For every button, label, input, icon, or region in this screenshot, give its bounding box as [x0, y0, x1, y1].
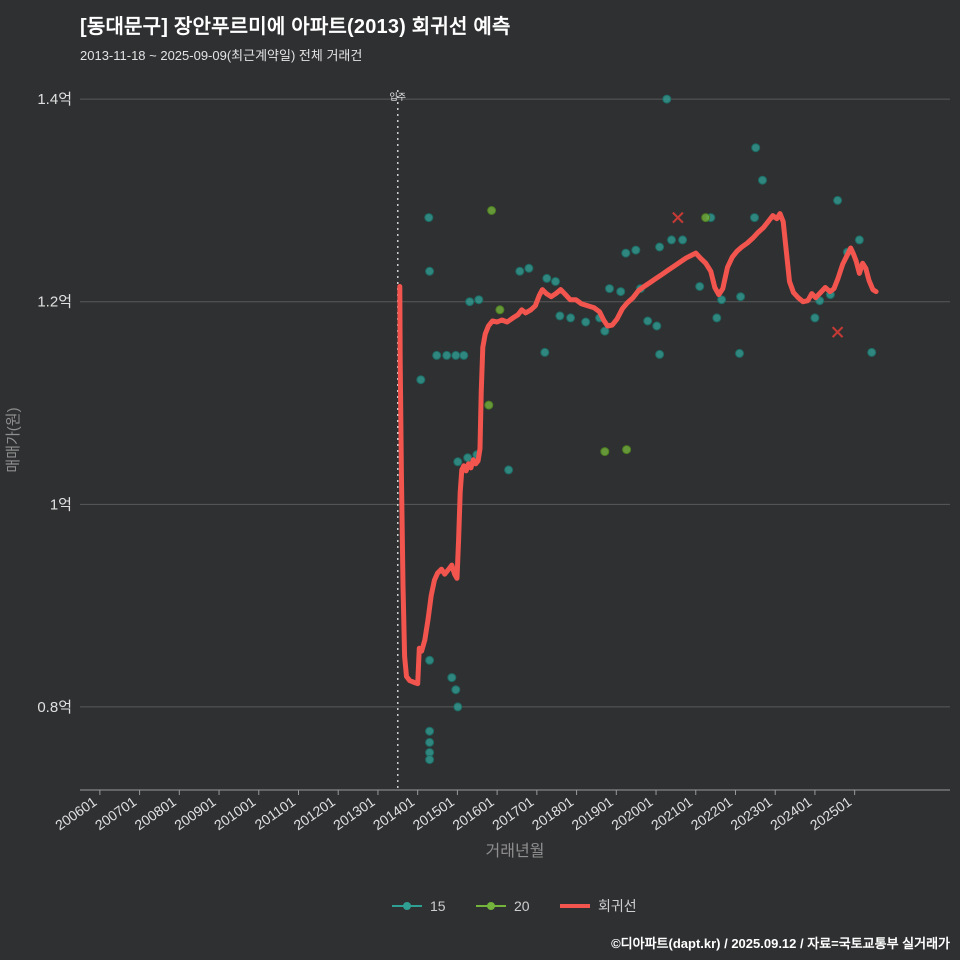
x-tick-label: 202501: [807, 793, 855, 833]
scatter-point-15: [442, 350, 452, 360]
x-tick-label: 202101: [648, 793, 696, 833]
x-tick-label: 201901: [569, 793, 617, 833]
x-tick-label: 201101: [252, 793, 299, 832]
legend-item-20[interactable]: 20: [476, 898, 530, 914]
scatter-point-15: [655, 242, 665, 252]
scatter-point-15: [555, 311, 565, 321]
scatter-point-15: [736, 292, 746, 302]
scatter-point-20: [495, 305, 505, 315]
scatter-point-15: [540, 347, 550, 357]
scatter-point-15: [621, 248, 631, 258]
y-tick-label: 1억: [50, 496, 72, 513]
scatter-point-15: [600, 326, 610, 336]
scatter-point-15: [616, 287, 626, 297]
scatter-point-15: [581, 317, 591, 327]
scatter-point-15: [425, 266, 435, 276]
scatter-point-15: [416, 375, 426, 385]
scatter-point-15: [833, 195, 843, 205]
scatter-point-15: [751, 143, 761, 153]
regression-line: [397, 211, 879, 687]
scatter-point-15: [652, 321, 662, 331]
y-tick-label: 1.4억: [37, 91, 72, 108]
x-tick-label: 201801: [529, 793, 577, 833]
scatter-point-15: [566, 313, 576, 323]
scatter-point-15: [432, 350, 442, 360]
legend-item-회귀선[interactable]: 회귀선: [560, 898, 637, 914]
scatter-point-15: [465, 297, 475, 307]
scatter-point-15: [524, 263, 534, 273]
scatter-point-15: [542, 273, 552, 283]
scatter-point-15: [605, 284, 614, 294]
scatter-point-15: [667, 235, 676, 245]
scatter-point-15: [459, 350, 469, 360]
scatter-point-15: [425, 737, 435, 747]
legend-marker-dot: [487, 902, 495, 910]
chart-header: [동대문구] 장안푸르미에 아파트(2013) 회귀선 예측 2013-11-1…: [80, 10, 511, 64]
scatter-point-15: [712, 313, 722, 323]
y-tick-label: 0.8억: [37, 699, 72, 716]
x-axis-title: 거래년월: [486, 842, 545, 860]
chart-title: [동대문구] 장안푸르미에 아파트(2013) 회귀선 예측: [80, 16, 511, 38]
scatter-point-20: [622, 445, 632, 455]
scatter-point-20: [484, 400, 494, 410]
scatter-point-15: [504, 465, 514, 475]
scatter-point-15: [643, 316, 653, 326]
scatter-point-20: [701, 213, 711, 223]
scatter-point-20: [600, 447, 610, 457]
x-tick-label: 201501: [410, 793, 458, 833]
scatter-point-15: [453, 457, 463, 467]
scatter-point-15: [631, 245, 641, 255]
x-tick-label: 201001: [211, 793, 259, 833]
legend-label: 15: [430, 898, 446, 914]
scatter-point-15: [474, 295, 484, 305]
scatter-point-15: [551, 277, 560, 286]
legend-label: 회귀선: [598, 898, 637, 914]
legend-marker-dot: [403, 902, 411, 910]
scatter-point-15: [867, 347, 877, 357]
scatter-point-15: [735, 348, 744, 358]
scatter-point-15: [447, 673, 457, 683]
x-marker: [672, 211, 684, 224]
x-tick-label: 200901: [171, 793, 219, 833]
x-tick-label: 201401: [370, 793, 418, 833]
x-tick-label: 201701: [489, 793, 537, 833]
x-tick-label: 200601: [52, 793, 100, 833]
scatter-point-15: [451, 350, 461, 360]
scatter-point-15: [678, 235, 688, 245]
scatter-point-15: [425, 755, 435, 765]
x-tick-label: 200701: [92, 793, 140, 833]
scatter-point-15: [662, 94, 672, 104]
scatter-point-15: [717, 295, 727, 305]
x-tick-label: 202201: [688, 793, 736, 833]
legend-item-15[interactable]: 15: [392, 898, 446, 914]
scatter-point-15: [424, 213, 434, 223]
scatter-point-15: [810, 313, 820, 323]
y-tick-label: 1.2억: [37, 294, 72, 311]
scatter-point-15: [453, 702, 463, 712]
scatter-point-15: [655, 349, 665, 359]
chart-subtitle: 2013-11-18 ~ 2025-09-09(최근계약일) 전체 거래건: [80, 48, 363, 63]
scatter-point-20: [487, 206, 497, 215]
scatter-point-15: [451, 685, 461, 695]
x-tick-label: 200801: [132, 793, 180, 833]
scatter-point-15: [695, 282, 705, 291]
x-tick-label: 201301: [330, 793, 378, 833]
scatter-point-15: [758, 175, 767, 185]
x-tick-label: 201201: [290, 793, 338, 833]
x-tick-label: 201601: [449, 793, 497, 833]
x-tick-label: 202001: [608, 793, 656, 833]
scatter-point-15: [750, 213, 759, 223]
x-tick-label: 202301: [727, 793, 775, 833]
x-tick-label: 202401: [767, 793, 815, 833]
scatter-point-15: [515, 266, 525, 276]
legend-label: 20: [514, 898, 530, 914]
source-credit: ©디아파트(dapt.kr) / 2025.09.12 / 자료=국토교통부 실…: [611, 936, 950, 951]
reference-vline-label: 입주: [390, 91, 407, 102]
scatter-point-15: [425, 726, 435, 736]
scatter-point-15: [425, 655, 435, 665]
y-axis-title: 매매가(원): [5, 407, 22, 472]
scatter-point-15: [854, 235, 864, 245]
x-marker: [831, 326, 844, 338]
